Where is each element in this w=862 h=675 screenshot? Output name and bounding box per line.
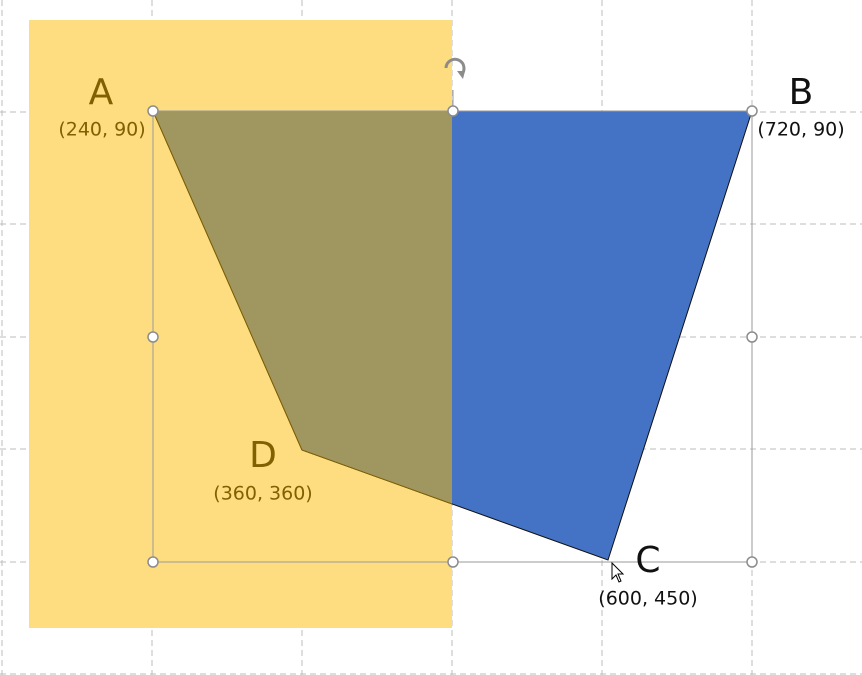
cursor [611,561,625,583]
rotate-handle[interactable] [444,57,466,79]
point-coords: (720, 90) [757,119,844,141]
point-coords: (240, 90) [58,119,145,141]
overlap-region [152,110,452,505]
point-label: A [89,72,114,113]
point-label: C [635,540,660,581]
selection-frame [147,90,758,568]
point-label: B [789,72,814,113]
point-coords: (600, 450) [598,588,697,610]
point-coords: (360, 360) [213,483,312,505]
point-label: D [249,435,277,476]
